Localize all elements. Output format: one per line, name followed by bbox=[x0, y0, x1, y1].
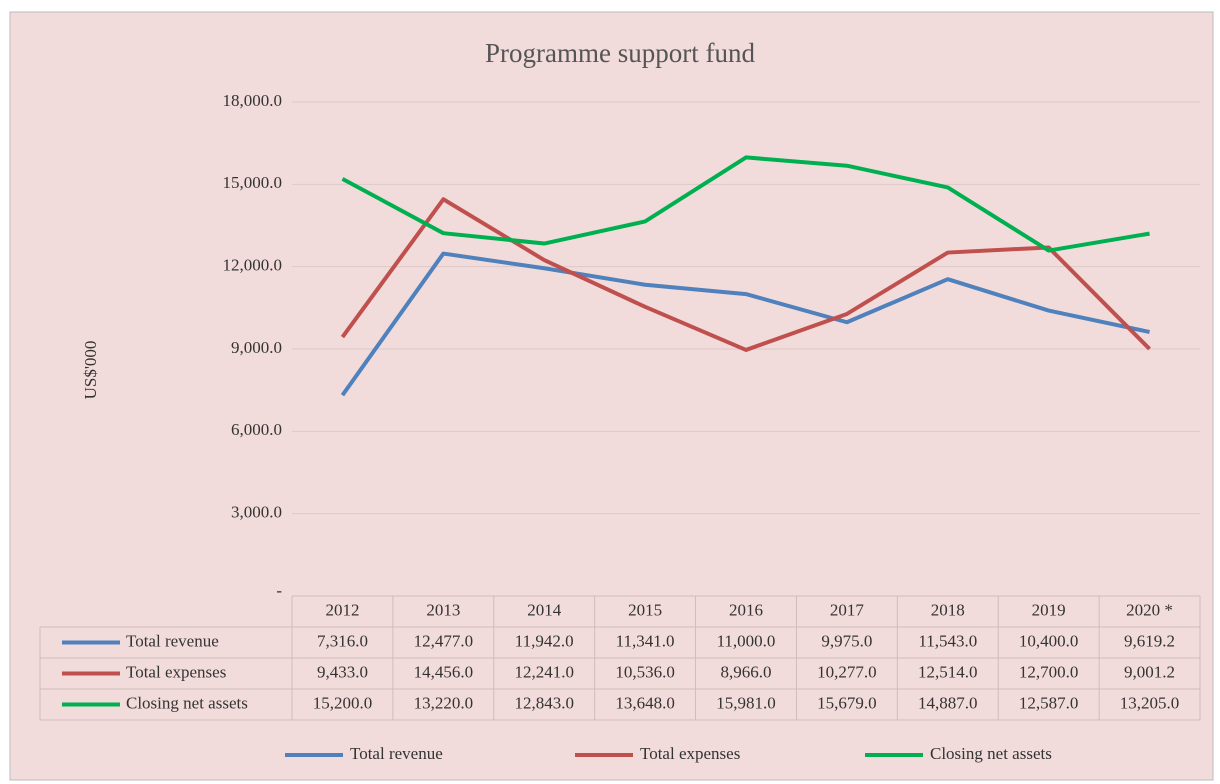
y-tick-label: 6,000.0 bbox=[231, 420, 282, 439]
table-cell: 11,942.0 bbox=[515, 631, 574, 650]
x-tick-label: 2012 bbox=[325, 600, 359, 619]
table-cell: 12,477.0 bbox=[414, 631, 474, 650]
x-tick-label: 2017 bbox=[830, 600, 865, 619]
table-cell: 10,536.0 bbox=[615, 662, 675, 681]
table-cell: 9,975.0 bbox=[821, 631, 872, 650]
table-cell: 9,433.0 bbox=[317, 662, 368, 681]
y-tick-label: 18,000.0 bbox=[223, 91, 283, 110]
x-tick-label: 2013 bbox=[426, 600, 460, 619]
table-cell: 10,277.0 bbox=[817, 662, 877, 681]
table-row-label: Total revenue bbox=[126, 631, 219, 650]
legend-label: Closing net assets bbox=[930, 744, 1052, 763]
table-cell: 13,648.0 bbox=[615, 693, 675, 712]
table-cell: 8,966.0 bbox=[721, 662, 772, 681]
x-tick-label: 2018 bbox=[931, 600, 965, 619]
y-tick-label: 3,000.0 bbox=[231, 503, 282, 522]
legend-label: Total revenue bbox=[350, 744, 443, 763]
legend-label: Total expenses bbox=[640, 744, 740, 763]
table-cell: 13,205.0 bbox=[1120, 693, 1180, 712]
y-tick-label: 9,000.0 bbox=[231, 338, 282, 357]
line-series bbox=[341, 155, 1150, 253]
table-cell: 12,843.0 bbox=[514, 693, 574, 712]
x-tick-label: 2014 bbox=[527, 600, 562, 619]
y-tick-label: - bbox=[276, 581, 282, 600]
table-cell: 15,679.0 bbox=[817, 693, 877, 712]
x-tick-label: 2020 * bbox=[1126, 600, 1173, 619]
y-tick-label: 15,000.0 bbox=[223, 173, 283, 192]
table-cell: 12,514.0 bbox=[918, 662, 978, 681]
x-tick-label: 2015 bbox=[628, 600, 662, 619]
table-cell: 14,456.0 bbox=[414, 662, 474, 681]
table-cell: 11,543.0 bbox=[918, 631, 977, 650]
table-cell: 14,887.0 bbox=[918, 693, 978, 712]
table-cell: 11,341.0 bbox=[616, 631, 675, 650]
table-cell: 12,241.0 bbox=[514, 662, 574, 681]
line-series bbox=[340, 251, 1150, 397]
table-cell: 15,981.0 bbox=[716, 693, 776, 712]
y-axis-label: US$'000 bbox=[81, 341, 100, 400]
y-tick-label: 12,000.0 bbox=[223, 256, 283, 275]
chart-title: Programme support fund bbox=[485, 38, 755, 68]
table-row-label: Total expenses bbox=[126, 662, 226, 681]
table-cell: 15,200.0 bbox=[313, 693, 373, 712]
table-cell: 12,700.0 bbox=[1019, 662, 1079, 681]
table-cell: 7,316.0 bbox=[317, 631, 368, 650]
table-row-label: Closing net assets bbox=[126, 693, 248, 712]
table-cell: 12,587.0 bbox=[1019, 693, 1079, 712]
line-series bbox=[340, 197, 1151, 352]
x-tick-label: 2019 bbox=[1032, 600, 1066, 619]
table-cell: 10,400.0 bbox=[1019, 631, 1079, 650]
table-cell: 11,000.0 bbox=[717, 631, 776, 650]
table-cell: 9,001.2 bbox=[1124, 662, 1175, 681]
chart-area bbox=[9, 11, 1214, 781]
table-cell: 9,619.2 bbox=[1124, 631, 1175, 650]
table-cell: 13,220.0 bbox=[414, 693, 474, 712]
x-tick-label: 2016 bbox=[729, 600, 763, 619]
